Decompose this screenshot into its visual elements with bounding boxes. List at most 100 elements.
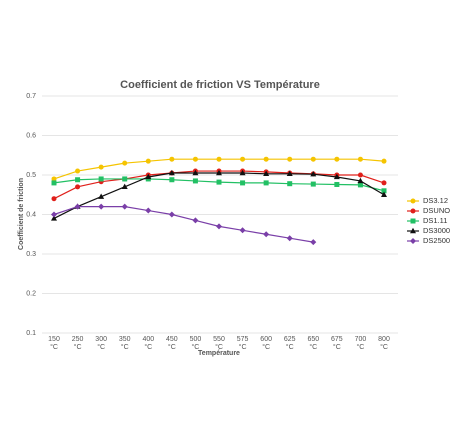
series <box>51 176 387 194</box>
data-point <box>121 203 128 210</box>
x-tick-label: 650 °C <box>307 336 319 351</box>
series <box>51 156 387 182</box>
y-tick-label: 0.2 <box>26 290 36 297</box>
data-point <box>75 177 81 183</box>
series-line <box>53 206 314 243</box>
data-point <box>263 180 269 186</box>
data-point <box>239 227 246 234</box>
x-tick-label: 575 °C <box>237 336 249 351</box>
legend-marker <box>410 227 416 234</box>
data-point <box>381 180 387 186</box>
x-tick-label: 600 °C <box>260 336 272 351</box>
data-point <box>51 180 57 186</box>
x-tick-label: 350 °C <box>119 336 131 351</box>
data-point <box>75 184 81 190</box>
data-point <box>381 158 387 164</box>
y-tick-label: 0.3 <box>26 251 36 258</box>
data-point <box>122 176 128 182</box>
data-point <box>145 173 152 180</box>
y-tick-label: 0.6 <box>26 132 36 139</box>
data-point <box>263 170 270 177</box>
x-tick-label: 300 °C <box>95 336 107 351</box>
series <box>51 169 387 221</box>
data-point <box>357 172 363 178</box>
y-tick-label: 0.4 <box>26 211 36 218</box>
data-point <box>51 215 57 221</box>
data-point <box>169 177 175 183</box>
data-point <box>263 231 270 238</box>
data-point <box>240 180 246 186</box>
data-point <box>98 193 105 199</box>
data-point <box>192 169 199 176</box>
data-point <box>98 176 104 182</box>
data-point <box>51 196 57 202</box>
data-point <box>334 156 340 162</box>
legend-label: DS3000 <box>423 226 450 235</box>
data-point <box>240 156 246 162</box>
legend-marker <box>410 198 416 204</box>
data-point <box>75 168 81 174</box>
data-point <box>263 156 269 162</box>
data-point <box>357 177 364 184</box>
x-tick-label: 400 °C <box>142 336 154 351</box>
data-point <box>216 156 222 162</box>
y-axis-label: Coefficient de friction <box>18 178 25 250</box>
data-point <box>216 179 222 185</box>
x-tick-label: 500 °C <box>190 336 202 351</box>
data-point <box>98 164 104 170</box>
legend-marker <box>410 238 416 244</box>
data-point <box>381 191 387 197</box>
x-axis-label: Température <box>198 350 240 357</box>
x-tick-label: 625 °C <box>284 336 296 351</box>
data-point <box>310 181 316 187</box>
data-point <box>168 211 175 218</box>
data-point <box>357 182 363 188</box>
x-tick-label: 550 °C <box>213 336 225 351</box>
data-point <box>145 207 152 214</box>
legend-label: DSUNO <box>423 206 450 215</box>
x-tick-label: 675 °C <box>331 336 343 351</box>
data-point <box>216 223 222 230</box>
y-tick-label: 0.5 <box>26 172 36 179</box>
data-point <box>310 171 317 177</box>
data-point <box>310 239 317 246</box>
data-point <box>169 156 175 162</box>
x-tick-label: 250 °C <box>72 336 84 351</box>
data-point <box>192 217 199 224</box>
legend-label: DS2500 <box>423 236 450 245</box>
x-tick-label: 800 °C <box>378 336 390 351</box>
data-point <box>51 176 57 182</box>
data-point <box>239 169 246 176</box>
data-point <box>287 156 293 162</box>
series <box>51 203 317 246</box>
legend-label: DS1.11 <box>423 216 447 225</box>
data-point <box>122 160 128 166</box>
data-point <box>286 235 293 242</box>
data-point <box>286 170 293 177</box>
x-tick-label: 450 °C <box>166 336 178 351</box>
x-tick-label: 150 °C <box>48 336 60 351</box>
data-point <box>216 169 222 176</box>
data-point <box>51 211 57 218</box>
data-point <box>192 178 198 184</box>
y-tick-label: 0.1 <box>26 330 36 337</box>
x-tick-label: 700 °C <box>355 336 367 351</box>
legend-label: DS3.12 <box>423 196 448 205</box>
data-point <box>121 183 128 190</box>
data-point <box>168 169 175 176</box>
data-point <box>381 188 387 194</box>
chart-title: Coefficient de friction VS Température <box>120 79 320 91</box>
y-tick-label: 0.7 <box>26 93 36 100</box>
data-point <box>74 203 81 210</box>
data-point <box>98 203 105 210</box>
data-point <box>287 181 293 187</box>
data-point <box>357 156 363 162</box>
data-point <box>333 173 340 180</box>
legend-marker <box>410 218 416 224</box>
legend-marker <box>410 208 416 214</box>
data-point <box>145 158 151 164</box>
data-point <box>192 156 198 162</box>
data-point <box>334 181 340 187</box>
